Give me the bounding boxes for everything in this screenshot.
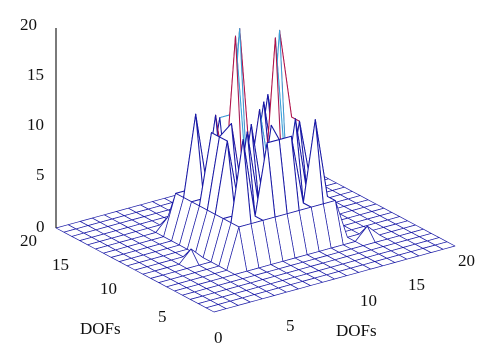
y-axis-label: DOFs — [80, 319, 121, 338]
mesh-surface — [55, 28, 456, 313]
x-tick-10: 10 — [360, 291, 377, 310]
z-tick-5: 5 — [36, 165, 45, 184]
x-tick-5: 5 — [286, 316, 295, 335]
z-tick-15: 15 — [27, 65, 44, 84]
z-tick-0: 0 — [36, 217, 45, 236]
x-tick-20: 20 — [458, 251, 475, 270]
z-tick-20: 20 — [20, 15, 37, 34]
x-tick-0: 0 — [214, 328, 223, 347]
x-tick-15: 15 — [408, 275, 425, 294]
y-tick-5: 5 — [158, 307, 167, 326]
tick-labels: 0 5 10 15 20 20 15 10 5 0 5 10 15 20 DOF… — [20, 15, 475, 347]
z-tick-10: 10 — [27, 115, 44, 134]
y-tick-15: 15 — [52, 255, 69, 274]
mesh-cell — [205, 304, 227, 313]
x-axis-label: DOFs — [336, 321, 377, 340]
y-tick-20: 20 — [20, 231, 37, 250]
y-tick-10: 10 — [100, 279, 117, 298]
